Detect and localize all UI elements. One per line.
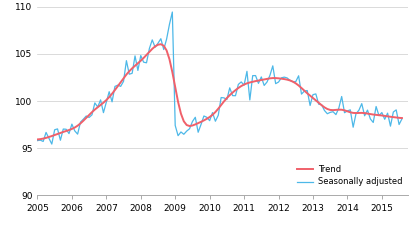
- Legend: Trend, Seasonally adjusted: Trend, Seasonally adjusted: [293, 162, 406, 190]
